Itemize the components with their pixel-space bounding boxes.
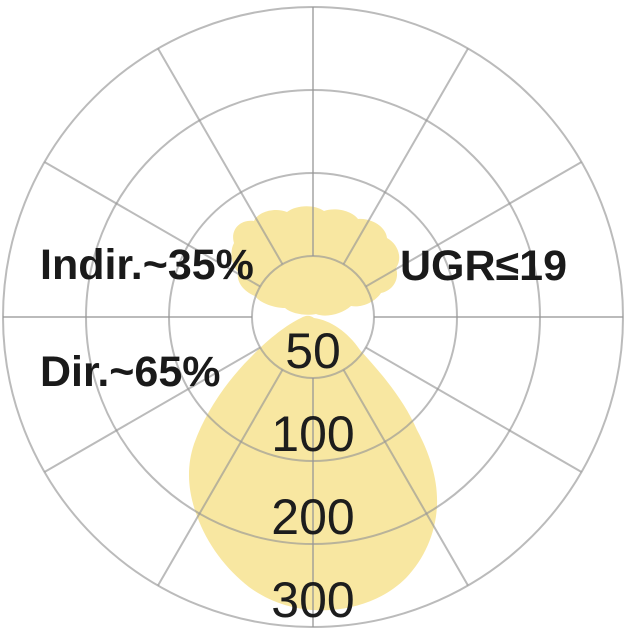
polar-grid-spoke bbox=[157, 48, 284, 265]
indirect-lobe bbox=[231, 206, 400, 316]
polar-grid-spoke bbox=[365, 161, 582, 288]
ring-label: 100 bbox=[271, 406, 354, 462]
polar-grid-spoke bbox=[44, 161, 261, 288]
ugr-label: UGR≤19 bbox=[400, 242, 567, 290]
direct-share-label: Dir.~65% bbox=[40, 348, 220, 396]
ring-label: 200 bbox=[271, 489, 354, 545]
ring-label: 300 bbox=[271, 572, 354, 628]
polar-grid-spoke bbox=[365, 346, 582, 473]
polar-grid-spoke bbox=[342, 369, 469, 586]
annotations: Indir.~35% UGR≤19 Dir.~65% bbox=[40, 241, 567, 396]
ring-label: 50 bbox=[285, 323, 341, 379]
indirect-share-label: Indir.~35% bbox=[40, 241, 254, 289]
polar-grid-spoke bbox=[342, 48, 469, 265]
polar-grid-spoke bbox=[44, 346, 261, 473]
polar-grid-spoke bbox=[157, 369, 284, 586]
polar-grid bbox=[2, 6, 624, 628]
ring-labels: 50 100 200 300 bbox=[271, 323, 354, 628]
